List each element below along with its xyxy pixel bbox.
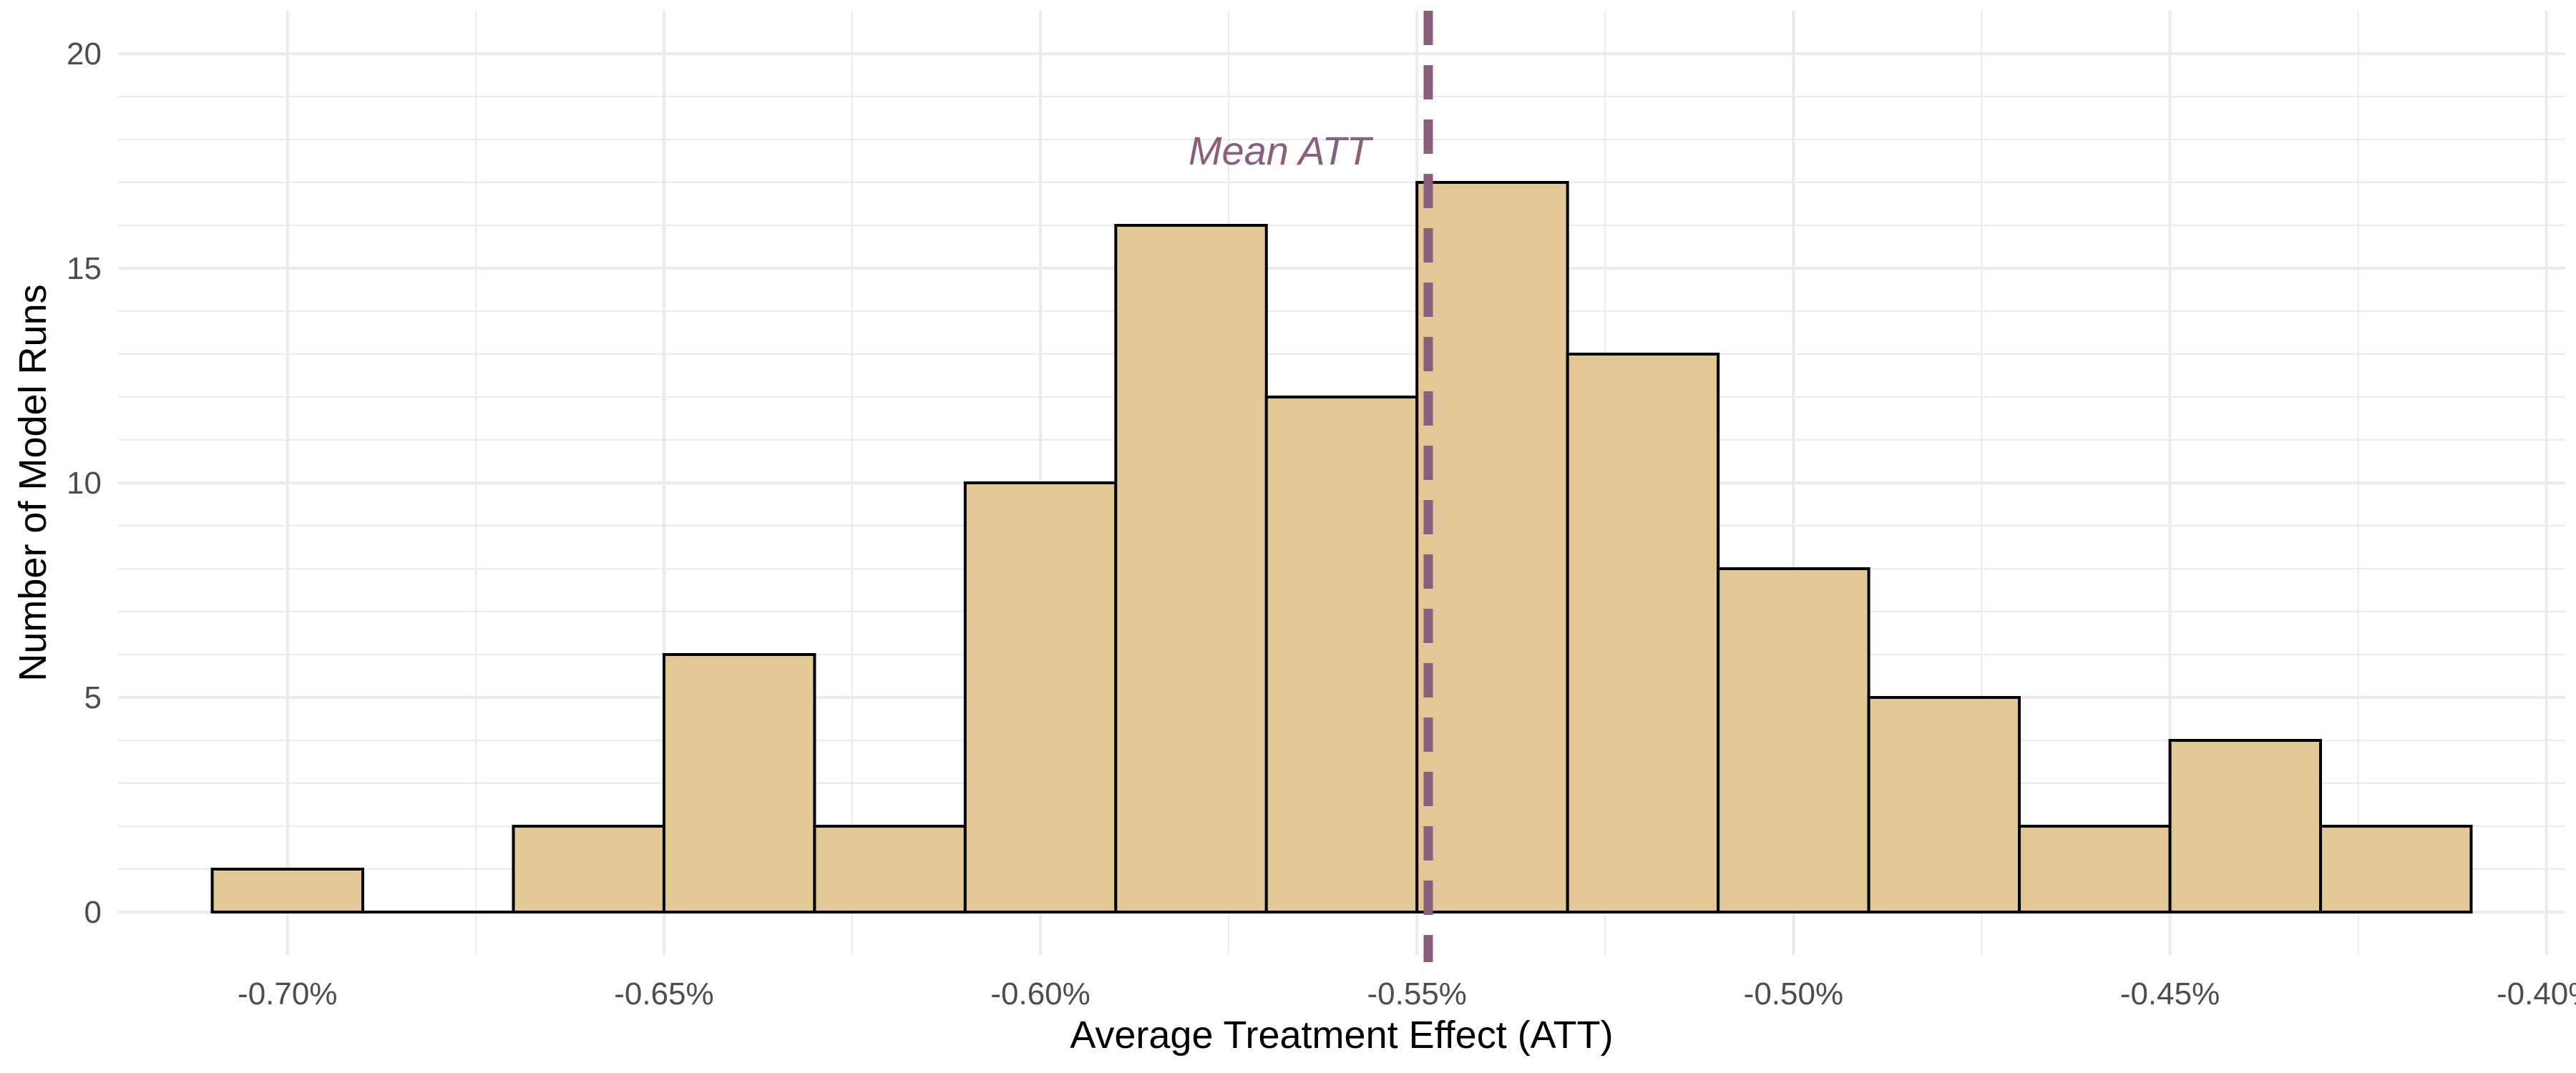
axis-labels: -0.70% -0.65% -0.60% -0.55% -0.50% -0.45% -0.4… bbox=[11, 36, 2576, 1057]
x-tick-label: -0.65% bbox=[614, 976, 713, 1011]
histogram-bar bbox=[1867, 696, 2021, 913]
histogram-bar bbox=[2168, 739, 2323, 913]
histogram-bar bbox=[963, 481, 1118, 913]
y-axis-title: Number of Model Runs bbox=[11, 284, 54, 681]
mean-line-group: Mean ATT bbox=[1189, 11, 1433, 962]
histogram-bar bbox=[210, 868, 364, 913]
histogram-bar bbox=[1415, 181, 1569, 913]
y-tick-label: 5 bbox=[84, 680, 102, 715]
histogram-bar bbox=[512, 825, 665, 913]
y-tick-label: 20 bbox=[67, 36, 102, 72]
histogram-bar bbox=[1114, 224, 1268, 913]
histogram-bar bbox=[813, 825, 967, 913]
histogram-bar bbox=[1566, 353, 1720, 913]
histogram-bar bbox=[1264, 396, 1419, 913]
histogram-bar bbox=[662, 653, 816, 913]
x-tick-label: -0.55% bbox=[1367, 976, 1467, 1011]
x-tick-label: -0.45% bbox=[2120, 976, 2220, 1011]
x-tick-label: -0.50% bbox=[1744, 976, 1843, 1011]
histogram-bar bbox=[2018, 825, 2172, 913]
x-tick-label: -0.70% bbox=[238, 976, 337, 1011]
y-tick-label: 15 bbox=[67, 251, 102, 286]
x-axis-title: Average Treatment Effect (ATT) bbox=[1070, 1014, 1613, 1057]
x-tick-label: -0.40% bbox=[2497, 976, 2576, 1011]
histogram-bar bbox=[1717, 567, 1870, 913]
x-tick-label: -0.60% bbox=[990, 976, 1090, 1011]
y-tick-label: 10 bbox=[67, 466, 102, 501]
mean-att-label: Mean ATT bbox=[1189, 128, 1374, 173]
y-tick-label: 0 bbox=[84, 895, 102, 930]
histogram-bars bbox=[210, 181, 2473, 913]
histogram-bar bbox=[2319, 825, 2473, 913]
